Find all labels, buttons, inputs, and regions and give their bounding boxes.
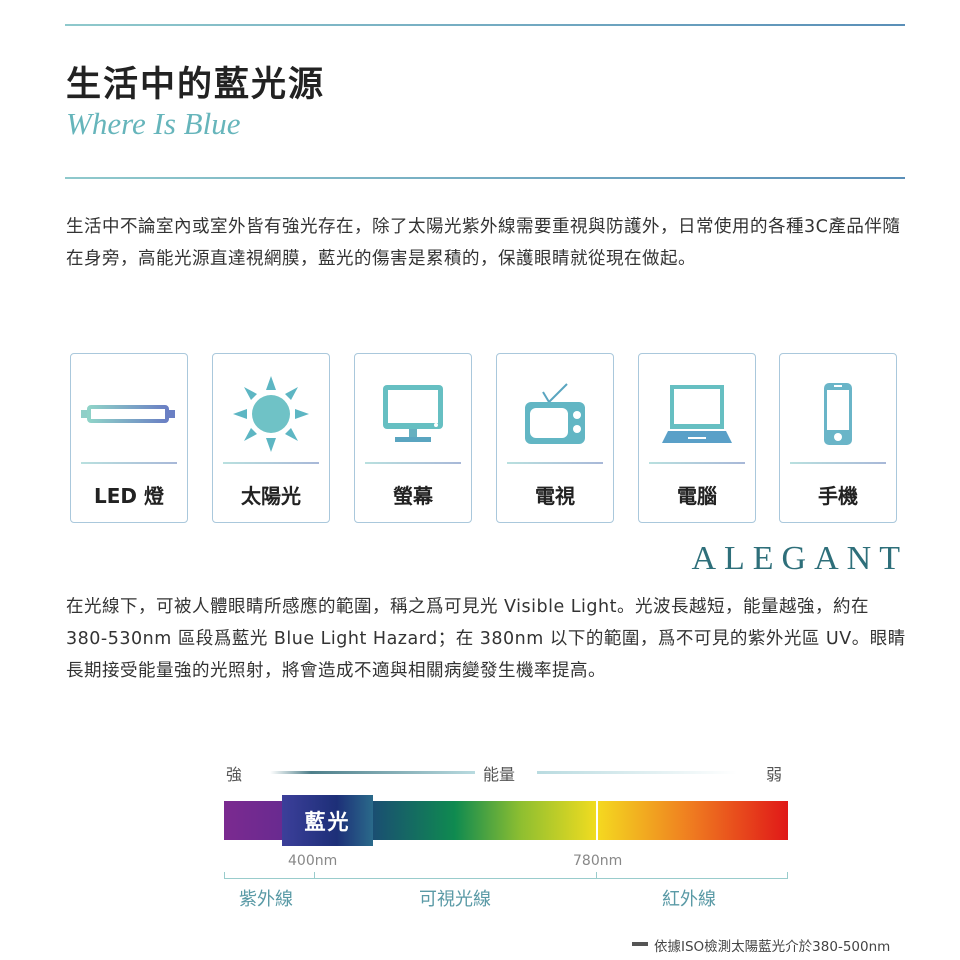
weak-label: 弱 bbox=[766, 765, 783, 784]
card-divider bbox=[507, 462, 603, 464]
header-divider bbox=[65, 177, 905, 179]
strong-label: 強 bbox=[226, 765, 243, 784]
mark-400nm: 400nm bbox=[288, 853, 338, 869]
infrared-band bbox=[598, 801, 788, 840]
source-card-laptop: 電腦 bbox=[638, 353, 756, 523]
visible-label: 可視光線 bbox=[419, 889, 491, 910]
visible-band bbox=[224, 801, 596, 840]
blue-light-box: 藍光 bbox=[282, 795, 373, 846]
page-title: 生活中的藍光源 bbox=[66, 64, 326, 105]
energy-label: 能量 bbox=[483, 765, 516, 784]
energy-line-left bbox=[270, 771, 475, 774]
card-divider bbox=[649, 462, 745, 464]
card-divider bbox=[81, 462, 177, 464]
intro-paragraph: 生活中不論室內或室外皆有強光存在，除了太陽光紫外線需要重視與防護外，日常使用的各… bbox=[66, 217, 901, 269]
brand-logo: ALEGANT bbox=[691, 540, 908, 577]
source-label: LED 燈 bbox=[94, 484, 164, 508]
uv-label: 紫外線 bbox=[239, 889, 293, 910]
sun-icon bbox=[213, 372, 329, 456]
ir-label: 紅外線 bbox=[662, 889, 716, 910]
top-divider bbox=[65, 24, 905, 26]
source-label: 電視 bbox=[535, 484, 575, 508]
body-paragraph: 在光線下，可被人體眼睛所感應的範圍，稱之爲可見光 Visible Light。光… bbox=[66, 597, 906, 681]
source-card-phone: 手機 bbox=[779, 353, 897, 523]
source-card-led: LED 燈 bbox=[70, 353, 188, 523]
page-subtitle: Where Is Blue bbox=[66, 106, 241, 141]
source-card-sun: 太陽光 bbox=[212, 353, 330, 523]
card-divider bbox=[365, 462, 461, 464]
phone-icon bbox=[780, 372, 896, 456]
card-divider bbox=[790, 462, 886, 464]
source-label: 螢幕 bbox=[393, 484, 433, 508]
source-label: 太陽光 bbox=[241, 484, 301, 508]
footnote: 依據ISO檢測太陽藍光介於380-500nm bbox=[654, 939, 891, 955]
mark-780nm: 780nm bbox=[573, 853, 623, 869]
source-card-monitor: 螢幕 bbox=[354, 353, 472, 523]
laptop-icon bbox=[639, 372, 755, 456]
source-label: 電腦 bbox=[677, 484, 717, 508]
legend-marker bbox=[632, 942, 648, 946]
led-tube-icon bbox=[71, 372, 187, 456]
card-divider bbox=[223, 462, 319, 464]
source-card-tv: 電視 bbox=[496, 353, 614, 523]
monitor-icon bbox=[355, 372, 471, 456]
source-label: 手機 bbox=[818, 484, 858, 508]
range-bracket bbox=[224, 878, 788, 879]
energy-line-right bbox=[537, 771, 737, 774]
tv-icon bbox=[497, 372, 613, 456]
